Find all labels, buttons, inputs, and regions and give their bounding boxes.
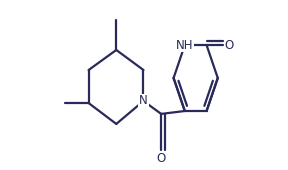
Text: O: O: [157, 152, 166, 165]
Text: O: O: [225, 39, 234, 52]
Text: NH: NH: [176, 39, 194, 52]
Text: N: N: [139, 95, 148, 107]
